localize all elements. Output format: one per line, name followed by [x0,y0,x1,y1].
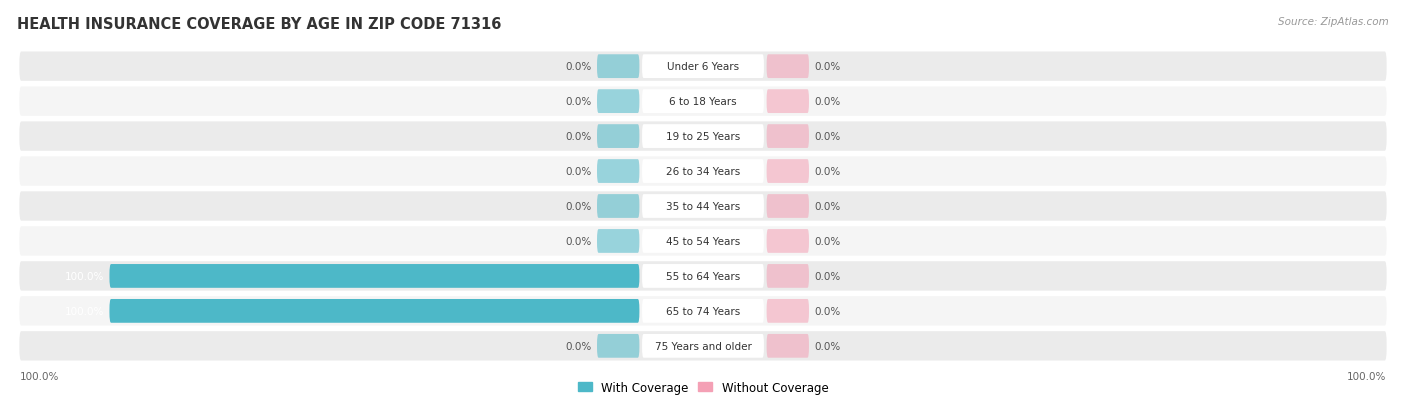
FancyBboxPatch shape [598,195,640,218]
Text: 100.0%: 100.0% [65,306,104,316]
Text: 100.0%: 100.0% [65,271,104,281]
Text: 0.0%: 0.0% [814,166,841,177]
Text: 0.0%: 0.0% [565,236,592,247]
FancyBboxPatch shape [766,299,808,323]
Text: 19 to 25 Years: 19 to 25 Years [666,132,740,142]
FancyBboxPatch shape [110,264,640,288]
Text: 6 to 18 Years: 6 to 18 Years [669,97,737,107]
FancyBboxPatch shape [766,334,808,358]
Text: 0.0%: 0.0% [814,132,841,142]
FancyBboxPatch shape [643,160,763,183]
Text: 100.0%: 100.0% [20,370,59,381]
Text: 0.0%: 0.0% [814,341,841,351]
FancyBboxPatch shape [20,87,1386,116]
FancyBboxPatch shape [20,297,1386,326]
FancyBboxPatch shape [20,331,1386,361]
Text: 100.0%: 100.0% [1347,370,1386,381]
FancyBboxPatch shape [20,192,1386,221]
FancyBboxPatch shape [643,230,763,253]
Text: 0.0%: 0.0% [565,202,592,211]
FancyBboxPatch shape [598,90,640,114]
Text: 55 to 64 Years: 55 to 64 Years [666,271,740,281]
Text: 0.0%: 0.0% [814,97,841,107]
Text: 0.0%: 0.0% [565,341,592,351]
Text: HEALTH INSURANCE COVERAGE BY AGE IN ZIP CODE 71316: HEALTH INSURANCE COVERAGE BY AGE IN ZIP … [17,17,502,31]
Text: 0.0%: 0.0% [814,271,841,281]
Text: 26 to 34 Years: 26 to 34 Years [666,166,740,177]
FancyBboxPatch shape [643,55,763,79]
FancyBboxPatch shape [20,157,1386,186]
FancyBboxPatch shape [20,122,1386,152]
FancyBboxPatch shape [766,264,808,288]
Text: 0.0%: 0.0% [565,166,592,177]
FancyBboxPatch shape [766,55,808,79]
Text: 0.0%: 0.0% [814,236,841,247]
FancyBboxPatch shape [766,90,808,114]
FancyBboxPatch shape [643,195,763,218]
Legend: With Coverage, Without Coverage: With Coverage, Without Coverage [572,376,834,399]
Text: 0.0%: 0.0% [814,202,841,211]
FancyBboxPatch shape [110,299,640,323]
Text: 45 to 54 Years: 45 to 54 Years [666,236,740,247]
FancyBboxPatch shape [20,52,1386,82]
Text: 0.0%: 0.0% [565,97,592,107]
FancyBboxPatch shape [20,227,1386,256]
FancyBboxPatch shape [20,261,1386,291]
Text: 0.0%: 0.0% [565,132,592,142]
Text: 65 to 74 Years: 65 to 74 Years [666,306,740,316]
FancyBboxPatch shape [643,334,763,358]
FancyBboxPatch shape [643,299,763,323]
Text: 35 to 44 Years: 35 to 44 Years [666,202,740,211]
FancyBboxPatch shape [766,160,808,183]
FancyBboxPatch shape [598,230,640,253]
Text: 75 Years and older: 75 Years and older [655,341,751,351]
FancyBboxPatch shape [598,55,640,79]
Text: Source: ZipAtlas.com: Source: ZipAtlas.com [1278,17,1389,26]
FancyBboxPatch shape [598,125,640,149]
FancyBboxPatch shape [766,195,808,218]
Text: 0.0%: 0.0% [814,306,841,316]
FancyBboxPatch shape [643,125,763,149]
Text: 0.0%: 0.0% [814,62,841,72]
Text: Under 6 Years: Under 6 Years [666,62,740,72]
FancyBboxPatch shape [598,160,640,183]
FancyBboxPatch shape [766,125,808,149]
FancyBboxPatch shape [598,334,640,358]
FancyBboxPatch shape [766,230,808,253]
FancyBboxPatch shape [643,264,763,288]
Text: 0.0%: 0.0% [565,62,592,72]
FancyBboxPatch shape [643,90,763,114]
